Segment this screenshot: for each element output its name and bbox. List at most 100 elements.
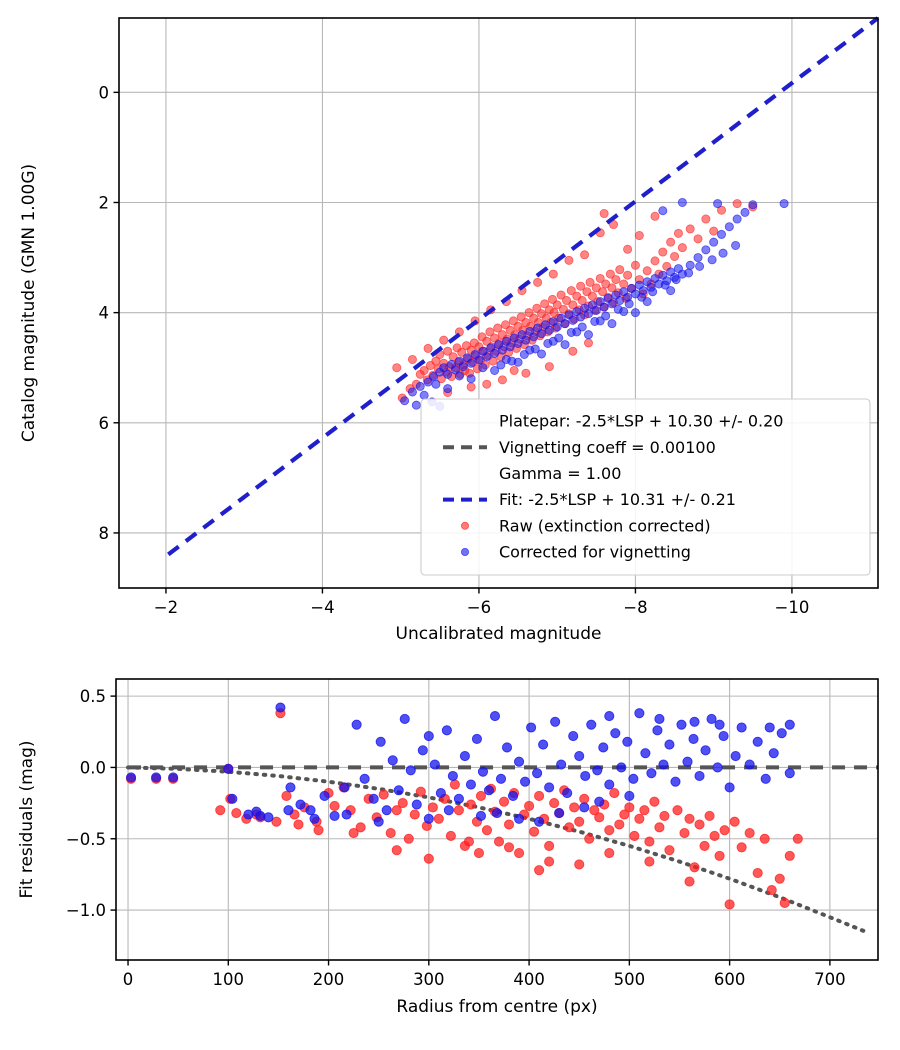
data-point: [305, 805, 316, 816]
data-point: [623, 270, 633, 280]
data-point: [784, 719, 795, 730]
data-point: [670, 251, 680, 261]
data-point: [501, 742, 513, 753]
data-point: [658, 759, 669, 770]
data-point: [271, 816, 282, 827]
data-point: [628, 773, 639, 784]
y-tick-label: 6: [99, 414, 110, 433]
series-corrected-top: [400, 197, 789, 411]
data-point: [423, 731, 434, 742]
data-point: [779, 199, 789, 209]
legend-label: Corrected for vignetting: [499, 543, 691, 562]
data-point: [473, 847, 485, 859]
data-point: [453, 805, 464, 816]
data-point: [652, 725, 663, 736]
data-point: [530, 344, 540, 354]
x-tick-label: −10: [775, 598, 810, 617]
data-point: [478, 363, 488, 373]
data-point: [485, 327, 495, 337]
data-point: [664, 739, 675, 750]
data-point: [526, 722, 537, 733]
data-point: [676, 719, 687, 730]
data-point: [574, 816, 585, 827]
data-point: [614, 819, 625, 830]
data-point: [419, 390, 429, 400]
data-point: [605, 269, 615, 279]
data-point: [583, 309, 593, 319]
series-corrected-bottom: [125, 702, 795, 827]
data-point: [714, 850, 725, 861]
data-point: [493, 836, 505, 847]
data-point: [611, 275, 621, 285]
data-point: [709, 830, 720, 841]
data-point: [613, 304, 623, 314]
data-point: [580, 770, 591, 782]
data-point: [664, 845, 675, 856]
y-tick-label: −0.5: [66, 830, 106, 849]
plot-frame: [115, 678, 879, 961]
data-point: [537, 329, 547, 339]
data-point: [391, 845, 402, 856]
y-axis-label: Fit residuals (mag): [17, 741, 37, 899]
data-point: [615, 296, 625, 306]
data-point: [649, 796, 660, 807]
data-point: [574, 859, 585, 870]
x-tick-label: −8: [623, 598, 647, 617]
data-point: [415, 786, 426, 797]
data-point: [151, 772, 162, 783]
data-point: [397, 798, 408, 809]
data-point: [760, 773, 771, 784]
data-point: [595, 273, 605, 283]
data-point: [283, 805, 294, 816]
data-point: [443, 346, 453, 356]
data-point: [399, 713, 410, 724]
data-point: [443, 384, 453, 394]
data-point: [445, 830, 456, 841]
data-point: [666, 237, 676, 247]
data-point: [594, 796, 605, 807]
data-point: [792, 833, 803, 844]
data-point: [491, 808, 503, 819]
data-point: [718, 731, 729, 742]
data-point: [568, 300, 578, 310]
data-point: [699, 840, 710, 851]
data-point: [348, 828, 359, 839]
legend-label: Gamma = 1.00: [499, 464, 621, 483]
data-point: [520, 776, 531, 787]
data-point: [659, 810, 670, 821]
data-point: [544, 840, 555, 851]
data-point: [544, 362, 554, 372]
data-point: [642, 266, 652, 276]
data-point: [466, 382, 476, 392]
data-point: [534, 816, 545, 827]
data-point: [341, 809, 352, 820]
data-point: [724, 782, 735, 793]
data-point: [329, 810, 340, 821]
data-point: [607, 283, 617, 293]
data-point: [493, 323, 503, 333]
data-point: [407, 354, 417, 364]
data-point: [736, 722, 747, 733]
legend-swatch-dot-blue: [460, 548, 469, 557]
data-point: [587, 291, 597, 301]
data-point: [466, 374, 476, 384]
data-point: [764, 722, 775, 733]
data-point: [534, 790, 545, 802]
data-point: [507, 356, 517, 366]
x-tick-label: 200: [313, 970, 345, 989]
x-tick-label: 0: [123, 970, 134, 989]
data-point: [168, 772, 179, 783]
data-point: [475, 810, 487, 821]
data-point: [495, 773, 507, 784]
data-point: [429, 759, 440, 770]
data-point: [549, 798, 560, 809]
data-point: [610, 728, 621, 739]
data-point: [556, 290, 566, 300]
data-point: [693, 234, 703, 244]
data-point: [566, 327, 576, 337]
data-point: [718, 248, 728, 258]
data-point: [556, 759, 567, 770]
data-point: [443, 805, 454, 816]
data-point: [658, 247, 668, 257]
data-point: [646, 768, 657, 779]
